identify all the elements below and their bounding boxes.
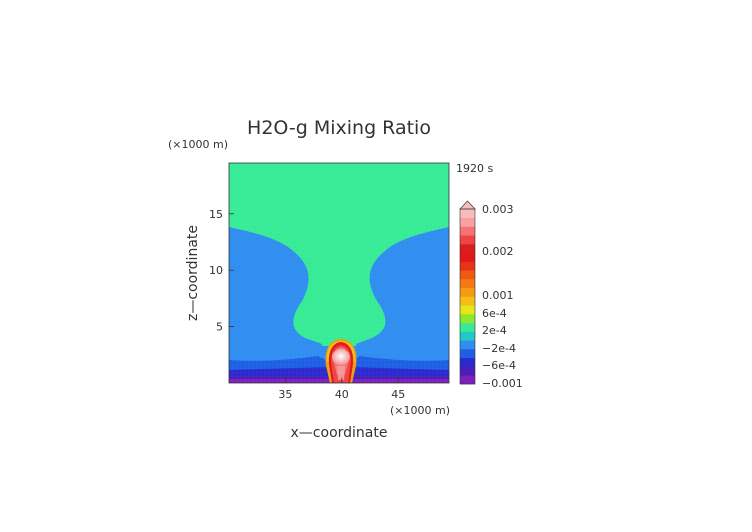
colorbar-swatch — [460, 287, 475, 297]
colorbar-swatch — [460, 209, 475, 219]
x-tick-label: 45 — [391, 388, 405, 401]
y-tick-label: 5 — [216, 321, 223, 334]
colorbar-label: 0.002 — [482, 245, 514, 258]
colorbar-swatch — [460, 226, 475, 236]
colorbar-swatch — [460, 244, 475, 254]
x-axis: 35 40 45 — [278, 378, 405, 401]
plot-area — [229, 163, 449, 383]
colorbar-label: −0.001 — [482, 377, 523, 390]
colorbar-frame — [459, 208, 476, 385]
plot-frame — [228, 162, 450, 384]
time-label: 1920 s — [456, 162, 493, 175]
y-tick-label: 10 — [209, 264, 223, 277]
x-unit-label: (×1000 m) — [390, 404, 450, 417]
colorbar-swatch — [460, 357, 475, 367]
colorbar-swatch — [460, 322, 475, 332]
colorbar-label: −2e-4 — [482, 342, 516, 355]
colorbar-swatch — [460, 314, 475, 324]
colorbar-swatch — [460, 261, 475, 271]
colorbar-label: 2e-4 — [482, 324, 507, 337]
colorbar-swatch — [460, 270, 475, 280]
colorbar-extend-arrow — [459, 200, 476, 210]
x-tick-label: 35 — [278, 388, 292, 401]
colorbar-swatch — [460, 366, 475, 376]
y-tick-label: 15 — [209, 208, 223, 221]
colorbar-label: 0.003 — [482, 203, 514, 216]
colorbar: 0.003 0.002 0.001 6e-4 2e-4 −2e-4 −6e-4 −0.001 — [459, 200, 523, 390]
y-axis-label: z—coordinate — [185, 225, 201, 321]
y-unit-label: (×1000 m) — [168, 138, 228, 151]
colorbar-label: 6e-4 — [482, 307, 507, 320]
colorbar-swatch — [460, 279, 475, 289]
grid-texture — [229, 163, 449, 383]
colorbar-swatch — [460, 375, 475, 385]
y-axis: 5 10 15 — [209, 208, 234, 334]
colorbar-swatch — [460, 296, 475, 306]
colorbar-swatch — [460, 349, 475, 359]
chart-title: H2O-g Mixing Ratio — [247, 117, 431, 139]
x-tick-label: 40 — [335, 388, 349, 401]
colorbar-label: −6e-4 — [482, 359, 516, 372]
colorbar-swatch — [460, 340, 475, 350]
colorbar-swatch — [460, 331, 475, 341]
colorbar-label: 0.001 — [482, 289, 514, 302]
colorbar-swatch — [460, 217, 475, 227]
x-axis-label: x—coordinate — [291, 425, 388, 441]
colorbar-swatch — [460, 235, 475, 245]
colorbar-swatch — [460, 252, 475, 262]
colorbar-swatch — [460, 305, 475, 315]
